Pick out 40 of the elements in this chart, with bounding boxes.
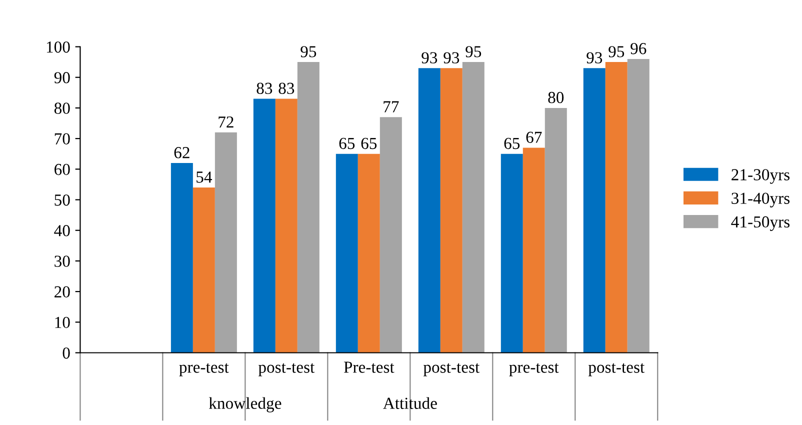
y-tick-label: 60 [54, 164, 70, 176]
legend-label: 21-30yrs [732, 169, 790, 184]
data-label: 65 [504, 138, 520, 150]
y-tick-label: 90 [54, 72, 70, 84]
y-tick-label: 30 [54, 256, 70, 267]
data-label: 93 [444, 52, 460, 64]
x-tick-label: pre-test [179, 363, 229, 376]
y-tick-label: 70 [54, 133, 70, 144]
x-tick-label: post-test [258, 363, 315, 376]
y-tick-label: 100 [46, 41, 70, 53]
data-label: 77 [384, 101, 399, 112]
y-tick-label: 80 [54, 102, 70, 114]
y-tick-label: 40 [54, 225, 70, 236]
legend-label: 41-50yrs [731, 216, 790, 231]
text: Attitude [383, 397, 437, 409]
data-label: 67 [526, 132, 542, 143]
y-tick-label: 10 [55, 316, 70, 328]
data-label: 72 [218, 116, 234, 128]
data-label: 95 [300, 46, 316, 58]
data-label: 62 [174, 147, 190, 158]
y-tick-label: 0 [62, 347, 70, 359]
x-tick-label: pre-test [509, 363, 559, 376]
data-label: 93 [422, 52, 438, 64]
x-tick-label: post-test [423, 363, 480, 376]
data-label: 95 [466, 46, 482, 58]
data-label: 95 [608, 46, 624, 58]
data-label: 83 [256, 82, 272, 94]
data-label: 96 [630, 43, 646, 54]
data-label: 65 [339, 138, 355, 150]
data-label: 80 [548, 92, 564, 104]
legend-label: 31-40yrs [732, 192, 790, 208]
data-label: 54 [196, 172, 212, 183]
x-tick-label: Pre-test [344, 362, 394, 373]
data-label: 93 [586, 52, 602, 64]
x-tick-label: post-test [588, 363, 645, 376]
y-tick-label: 50 [54, 194, 70, 206]
data-label: 83 [278, 82, 294, 94]
data-label: 65 [361, 138, 377, 150]
y-tick-label: 20 [54, 286, 70, 298]
text: knowledge [208, 397, 282, 412]
